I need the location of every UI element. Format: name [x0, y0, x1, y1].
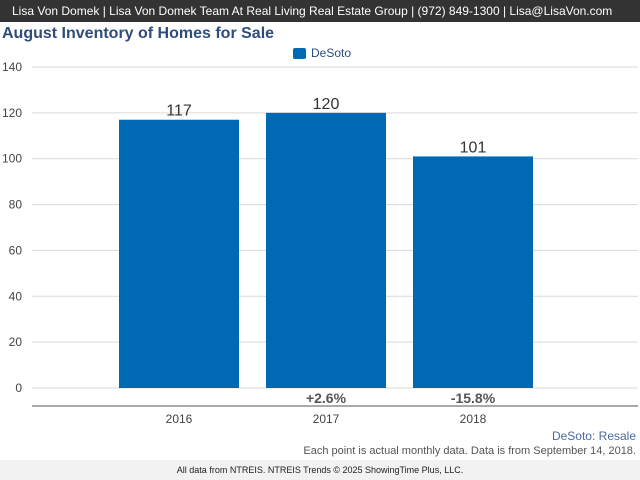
y-tick-label: 0 [15, 381, 22, 395]
y-tick-label: 120 [2, 106, 22, 120]
bar [413, 156, 533, 388]
data-label: 120 [313, 96, 340, 113]
change-label: -15.8% [451, 390, 496, 406]
y-tick-label: 40 [9, 289, 23, 303]
x-tick-label: 2017 [313, 412, 340, 426]
bar-chart: 0 20 40 60 80 100 120 140 117 2016 120 2017 +2.6% 101… [2, 60, 638, 426]
chart-title: August Inventory of Homes for Sale [2, 25, 275, 42]
footer: All data from NTREIS. NTREIS Trends © 20… [0, 460, 640, 480]
y-tick-label: 80 [9, 198, 23, 212]
bar [266, 112, 386, 388]
y-tick-label: 100 [2, 152, 22, 166]
y-tick-label: 60 [9, 243, 23, 257]
x-tick-label: 2016 [166, 412, 193, 426]
contact-header: Lisa Von Domek | Lisa Von Domek Team At … [0, 0, 640, 22]
y-tick-label: 20 [9, 335, 23, 349]
legend-swatch [293, 47, 306, 59]
chart-legend: DeSoto [293, 46, 351, 60]
bar [119, 119, 239, 388]
change-label: +2.6% [306, 390, 347, 406]
x-tick-label: 2018 [460, 412, 487, 426]
data-footnote: Each point is actual monthly data. Data … [303, 445, 636, 457]
data-label: 117 [166, 103, 192, 120]
data-label: 101 [460, 139, 487, 156]
y-tick-label: 140 [2, 60, 22, 74]
legend-label: DeSoto [311, 46, 352, 60]
area-attribution: DeSoto: Resale [551, 429, 636, 443]
